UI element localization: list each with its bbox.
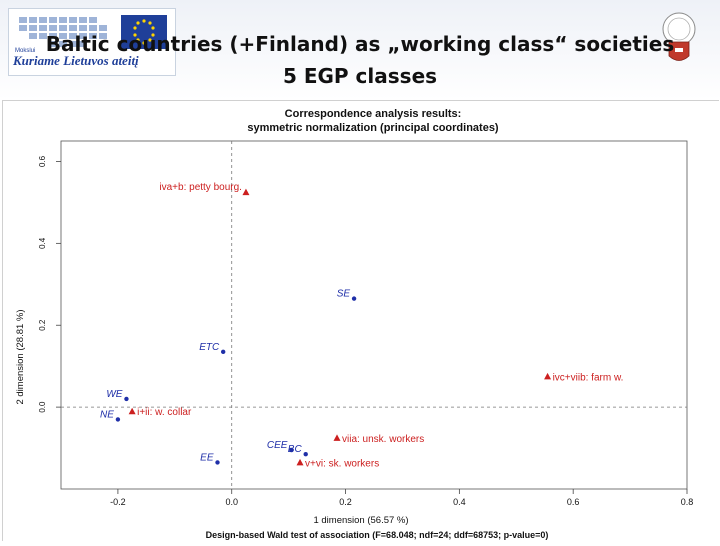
eu-logo-tagline: Kuriame Lietuvos ateitį [13, 53, 139, 68]
country-point-label: ETC [199, 342, 220, 353]
plot-frame [60, 140, 688, 490]
chart-panel: Correspondence analysis results: symmetr… [2, 100, 719, 541]
country-point [220, 349, 226, 355]
class-point [333, 434, 341, 441]
x-axis-label: 1 dimension (56.57 %) [313, 515, 408, 526]
x-tick-label: 0.2 [339, 497, 352, 507]
eu-logo-small-text: Mokslui [15, 48, 36, 54]
x-tick-label: 0.8 [681, 497, 694, 507]
correspondence-analysis-chart: Correspondence analysis results: symmetr… [15, 108, 694, 540]
country-point-label: WE [106, 389, 122, 400]
country-point [303, 452, 308, 457]
country-point-label: EE [200, 452, 214, 463]
slide-title-line1: Baltic countries (+Finland) as „working … [45, 32, 675, 56]
eu-funds-logo: Mokslui Kuriame Lietuvos ateitį [8, 8, 176, 76]
x-tick-label: 0.0 [225, 497, 238, 507]
class-point-label: iva+b: petty bourg. [159, 182, 242, 193]
x-tick-label: 0.4 [453, 497, 466, 507]
class-point-label: ivc+viib: farm w. [553, 372, 624, 383]
country-point [351, 296, 357, 301]
country-point [289, 447, 294, 453]
class-point-label: i+ii: w. collar [137, 407, 192, 418]
country-point [215, 460, 220, 465]
chart-title: Correspondence analysis results: [285, 108, 462, 120]
class-point [296, 458, 304, 466]
eu-flag-icon [121, 15, 167, 49]
chart-subtitle: symmetric normalization (principal coord… [247, 122, 499, 134]
class-point-label: viia: unsk. workers [342, 434, 424, 445]
country-point-label: CEE [267, 440, 288, 451]
y-tick-label: 0.6 [38, 155, 47, 167]
lithuania-map-icon [19, 17, 107, 47]
class-point [544, 372, 552, 380]
class-point-label: v+vi: sk. workers [305, 458, 379, 469]
slide-title: Baltic countries (+Finland) as „working … [0, 28, 720, 92]
class-point [242, 188, 250, 196]
x-tick-label: 0.6 [567, 497, 580, 507]
country-point [124, 396, 129, 402]
country-point-label: BC [288, 444, 303, 455]
class-point [128, 407, 136, 415]
y-tick-label: 0.0 [38, 401, 47, 413]
slide-title-line2: 5 EGP classes [282, 64, 438, 88]
y-tick-label: 0.2 [38, 319, 47, 331]
x-tick-label: -0.2 [110, 497, 126, 507]
university-crest-logo [660, 12, 698, 66]
wald-test-note: Design-based Wald test of association (F… [206, 530, 549, 540]
country-point-label: SE [337, 289, 351, 300]
country-point [115, 417, 121, 422]
country-point-label: NE [100, 409, 114, 420]
y-tick-label: 0.4 [38, 237, 47, 249]
y-axis-label: 2 dimension (28.81 %) [15, 309, 26, 404]
